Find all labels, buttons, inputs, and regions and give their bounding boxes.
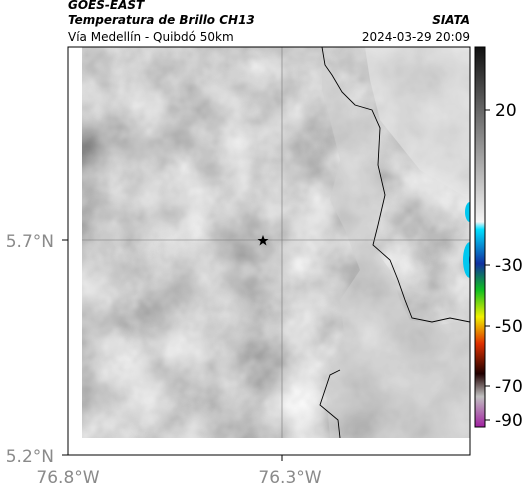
satellite-image <box>82 47 470 438</box>
timestamp: 2024-03-29 20:09 <box>362 30 470 44</box>
subtitle: Temperatura de Brillo CH13 <box>68 13 255 27</box>
lon-label: 76.3°W <box>258 468 321 488</box>
colorbar-tick-label: -30 <box>495 256 523 276</box>
colorbar-tick-label: -90 <box>495 411 523 431</box>
map-frame <box>67 46 471 456</box>
colorbar-ticks <box>485 109 490 421</box>
lat-label: 5.7°N <box>6 232 54 252</box>
source: SIATA <box>432 13 470 27</box>
title: GOES-EAST <box>68 0 145 12</box>
colorbar <box>474 46 486 428</box>
colorbar-tick-label: -50 <box>495 317 523 337</box>
lat-label: 5.2°N <box>6 447 54 467</box>
route: Vía Medellín - Quibdó 50km <box>68 30 234 44</box>
lon-label: 76.8°W <box>36 468 99 488</box>
colorbar-tick-label: 20 <box>495 101 517 121</box>
colorbar-tick-label: -70 <box>495 377 523 397</box>
